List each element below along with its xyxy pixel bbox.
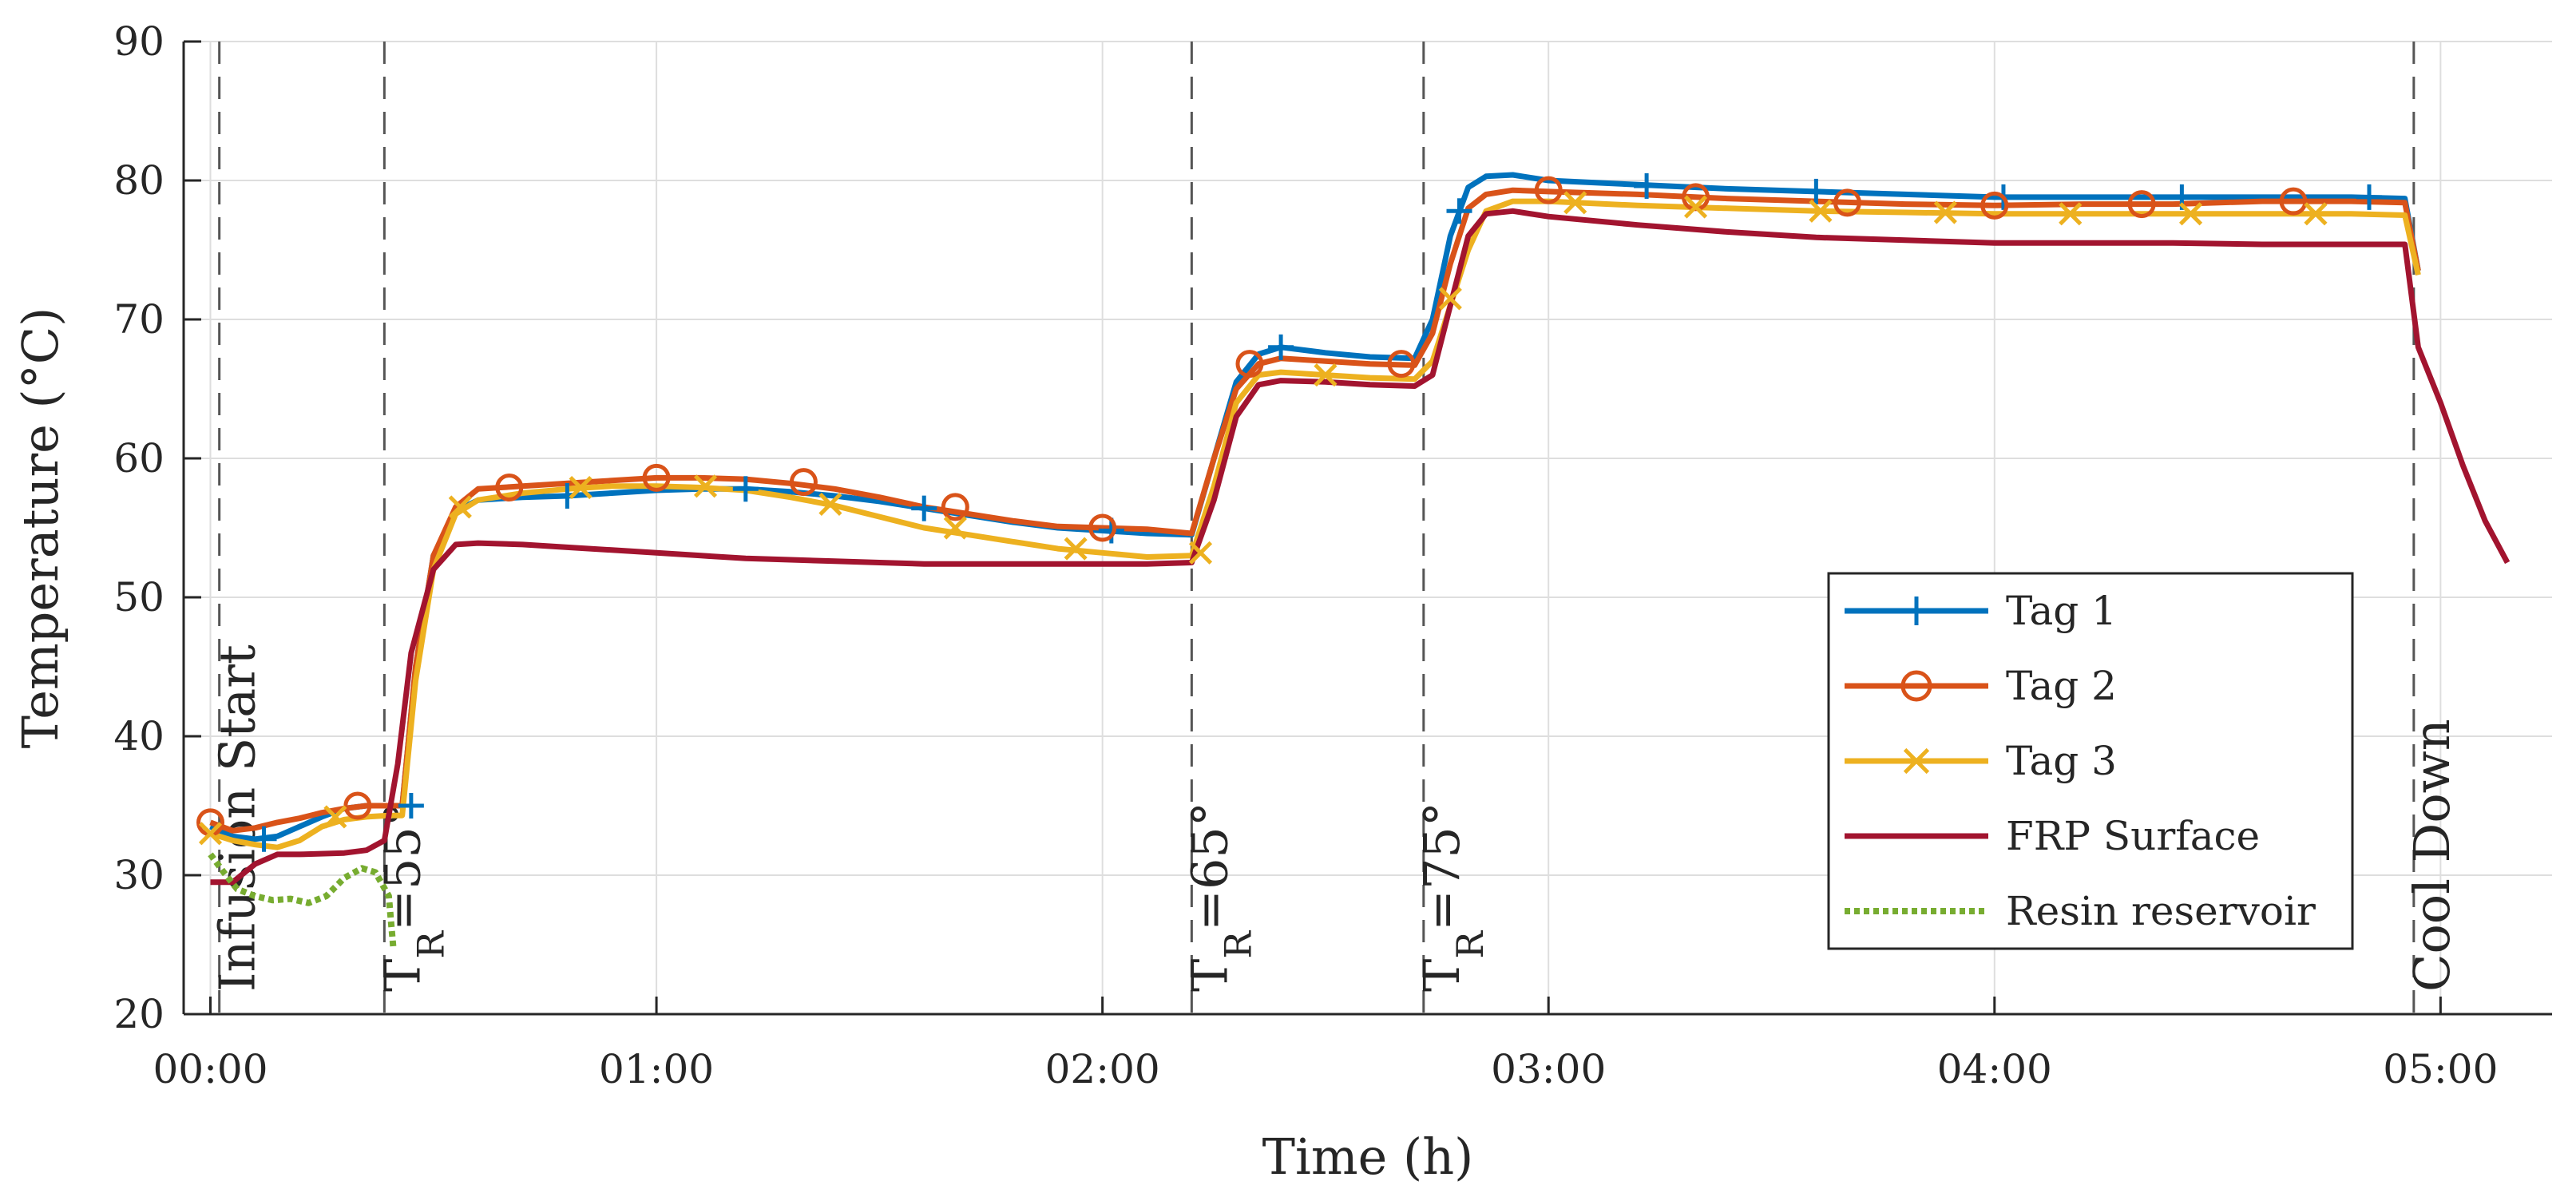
marker-x: [1438, 287, 1462, 311]
marker-circle: [1980, 191, 2009, 220]
marker-circle: [789, 468, 818, 497]
marker-x: [2059, 202, 2083, 226]
marker-x: [1903, 747, 1930, 775]
marker-circle: [343, 791, 372, 820]
marker-x: [2178, 202, 2203, 226]
y-axis-label: Temperature (°C): [11, 307, 69, 749]
event-label: TR=55°: [373, 802, 452, 992]
series-line-resin-reservoir: [208, 852, 397, 948]
event-label: TR=75°: [1413, 802, 1492, 992]
marker-x: [569, 475, 592, 500]
legend: Tag 1 Tag 2 Tag 3 FRP Surface Resin reservoi…: [1827, 572, 2354, 950]
marker-circle: [2279, 187, 2308, 216]
marker-plus: [2356, 184, 2382, 210]
event-label-suffix: =55°: [373, 802, 431, 931]
marker-circle: [1235, 350, 1264, 379]
legend-label: FRP Surface: [2006, 813, 2260, 859]
legend-label: Resin reservoir: [2006, 888, 2316, 934]
y-tick-label: 60: [113, 435, 164, 482]
event-label-subscript: R: [409, 930, 452, 959]
marker-plus: [732, 476, 759, 502]
event-label-prefix: T: [373, 959, 431, 992]
marker-x: [818, 492, 842, 516]
marker-plus: [1902, 597, 1931, 625]
y-tick-label: 90: [113, 18, 164, 65]
marker-x: [1563, 191, 1587, 215]
marker-circle: [1833, 188, 1861, 217]
y-tick-label: 40: [113, 713, 164, 759]
marker-x: [693, 474, 718, 498]
event-label-prefix: T: [1180, 959, 1238, 992]
marker-circle: [1900, 670, 1932, 702]
x-tick-label: 03:00: [1491, 1046, 1606, 1092]
marker-plus: [1268, 334, 1294, 360]
marker-layer: [196, 172, 2382, 852]
y-tick-label: 80: [113, 157, 164, 204]
x-tick-label: 01:00: [599, 1046, 714, 1092]
x-tick-label: 00:00: [153, 1046, 268, 1092]
tick-labels: 00:00 01:00 02:00 03:00 04:00 05:00 20 30 40 50 60…: [113, 18, 2498, 1092]
legend-label: Tag 1: [2006, 588, 2117, 634]
marker-x: [2304, 202, 2328, 226]
event-label: Cool Down: [2403, 719, 2461, 992]
marker-plus: [251, 826, 277, 852]
axes: [182, 40, 2552, 1016]
x-tick-label: 04:00: [1937, 1046, 2052, 1092]
marker-plus: [911, 495, 937, 521]
marker-plus: [1446, 198, 1472, 224]
event-label: TR=65°: [1180, 802, 1259, 992]
event-label-subscript: R: [1216, 930, 1259, 959]
legend-label: Tag 3: [2006, 738, 2117, 784]
x-tick-label: 05:00: [2383, 1046, 2498, 1092]
marker-plus: [1803, 178, 1829, 204]
legend-label: Tag 2: [2006, 663, 2117, 709]
marker-circle: [941, 493, 969, 521]
x-tick-label: 02:00: [1045, 1046, 1160, 1092]
event-label-suffix: =65°: [1180, 802, 1238, 931]
y-tick-label: 70: [113, 296, 164, 343]
marker-x: [448, 495, 472, 519]
marker-x: [1188, 541, 1213, 565]
marker-x: [1314, 363, 1338, 387]
marker-x: [323, 805, 347, 829]
marker-x: [1809, 199, 1833, 223]
marker-plus: [1634, 172, 1660, 199]
marker-circle: [2127, 190, 2156, 219]
marker-circle: [1387, 350, 1416, 379]
marker-plus: [554, 482, 581, 509]
event-label-suffix: =75°: [1413, 802, 1471, 931]
y-tick-label: 50: [113, 574, 164, 620]
marker-circle: [495, 474, 524, 502]
marker-circle: [642, 463, 671, 492]
marker-x: [1933, 200, 1957, 224]
marker-circle: [1088, 513, 1117, 542]
event-label: Infusion Start: [208, 644, 267, 992]
marker-plus: [398, 793, 424, 819]
event-label-subscript: R: [1449, 930, 1492, 959]
y-tick-label: 30: [113, 852, 164, 898]
x-axis-label: Time (h): [1262, 1128, 1474, 1186]
marker-circle: [1534, 176, 1563, 204]
marker-x: [943, 516, 967, 540]
event-label-prefix: T: [1413, 959, 1471, 992]
marker-x: [1683, 195, 1708, 219]
marker-x: [198, 822, 223, 846]
event-lines: Infusion Start TR=55°TR=65°TR=75° Cool Dow…: [208, 42, 2461, 1014]
y-tick-label: 20: [113, 991, 164, 1037]
marker-x: [1064, 537, 1088, 561]
